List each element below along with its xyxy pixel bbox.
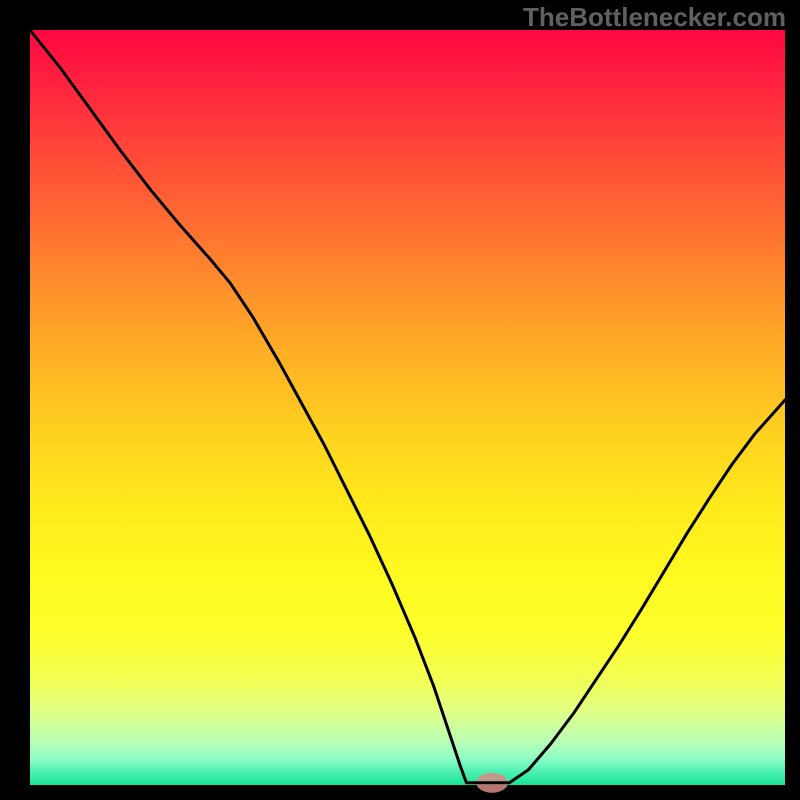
plot-svg [30, 30, 785, 785]
chart-container: TheBottlenecker.com [0, 0, 800, 800]
watermark-label: TheBottlenecker.com [523, 2, 786, 33]
plot-area [30, 30, 785, 785]
gradient-background [30, 30, 785, 785]
